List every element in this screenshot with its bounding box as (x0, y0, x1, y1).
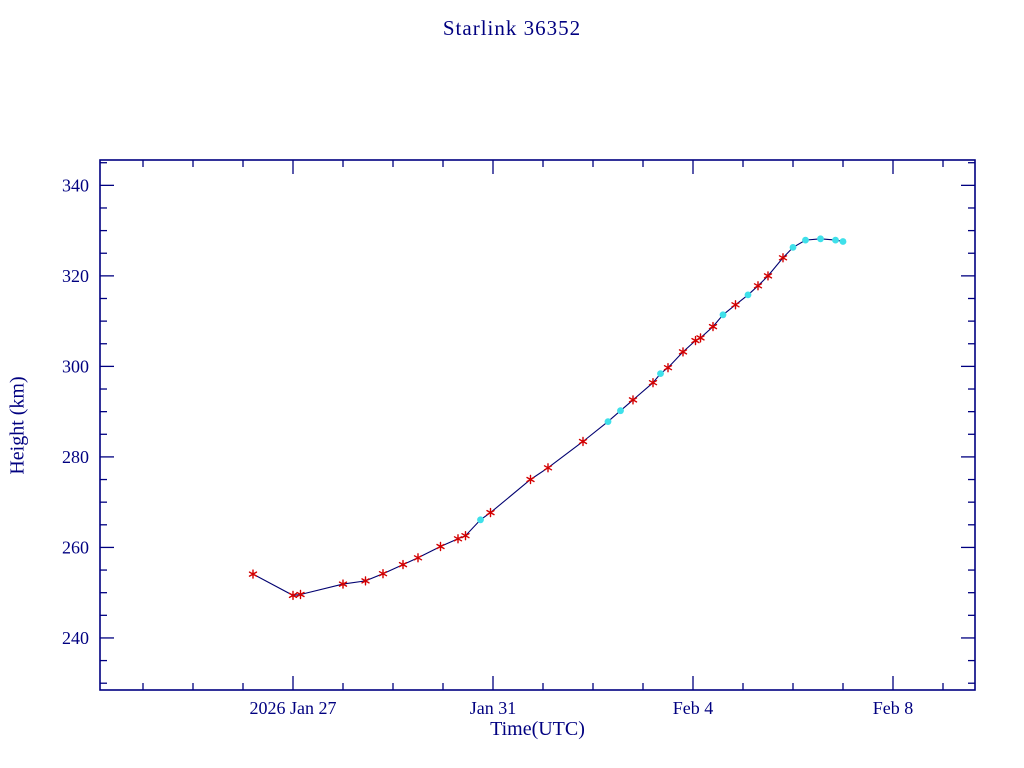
cyan-dot-marker (744, 291, 752, 299)
cyan-dot-marker (832, 236, 839, 244)
red-star-marker (578, 436, 588, 447)
cyan-dot-marker (817, 235, 824, 243)
x-tick-label: Feb 8 (873, 698, 914, 718)
red-star-marker (361, 576, 370, 586)
cyan-dot-marker (839, 238, 847, 245)
red-star-marker (678, 347, 688, 357)
red-star-marker (543, 463, 553, 473)
red-star-marker (778, 253, 788, 263)
x-tick-label: Jan 31 (470, 698, 517, 718)
cyan-dot-marker (617, 407, 624, 415)
red-star-marker (296, 589, 305, 600)
y-tick-label: 300 (62, 356, 89, 376)
red-star-marker (691, 335, 700, 346)
red-star-marker (436, 541, 445, 552)
x-tick-label: Feb 4 (673, 698, 714, 718)
red-star-marker (708, 321, 718, 332)
red-star-marker (378, 569, 388, 579)
cyan-dot-marker (719, 311, 727, 319)
red-star-marker (248, 569, 258, 579)
x-axis-label: Time(UTC) (490, 718, 585, 740)
x-tick-label: 2026 Jan 27 (250, 698, 337, 718)
red-star-marker (338, 579, 348, 589)
red-star-marker (648, 378, 658, 388)
red-star-marker (453, 534, 463, 544)
red-star-marker (731, 300, 740, 310)
red-star-marker (628, 395, 638, 405)
cyan-dot-marker (802, 236, 809, 244)
chart-title: Starlink 36352 (442, 16, 582, 40)
red-star-marker (696, 333, 705, 343)
red-star-marker (398, 559, 408, 570)
plot-frame (99, 159, 976, 691)
cyan-dot-marker (604, 418, 612, 425)
y-tick-label: 260 (62, 537, 89, 557)
y-tick-label: 240 (62, 628, 89, 648)
red-star-marker (763, 271, 773, 281)
cyan-dot-marker (477, 516, 484, 524)
red-star-marker (461, 531, 470, 541)
red-star-marker (288, 590, 298, 601)
y-tick-label: 320 (62, 266, 89, 286)
red-star-marker (526, 474, 535, 485)
cyan-dot-marker (789, 244, 797, 251)
red-star-marker (753, 281, 763, 291)
y-tick-label: 280 (62, 447, 89, 467)
cyan-dot-marker (657, 370, 664, 377)
y-tick-label: 340 (62, 175, 89, 195)
height-curve (252, 238, 844, 596)
red-star-marker (663, 363, 673, 373)
red-star-marker (413, 553, 423, 563)
red-star-marker (486, 507, 495, 518)
